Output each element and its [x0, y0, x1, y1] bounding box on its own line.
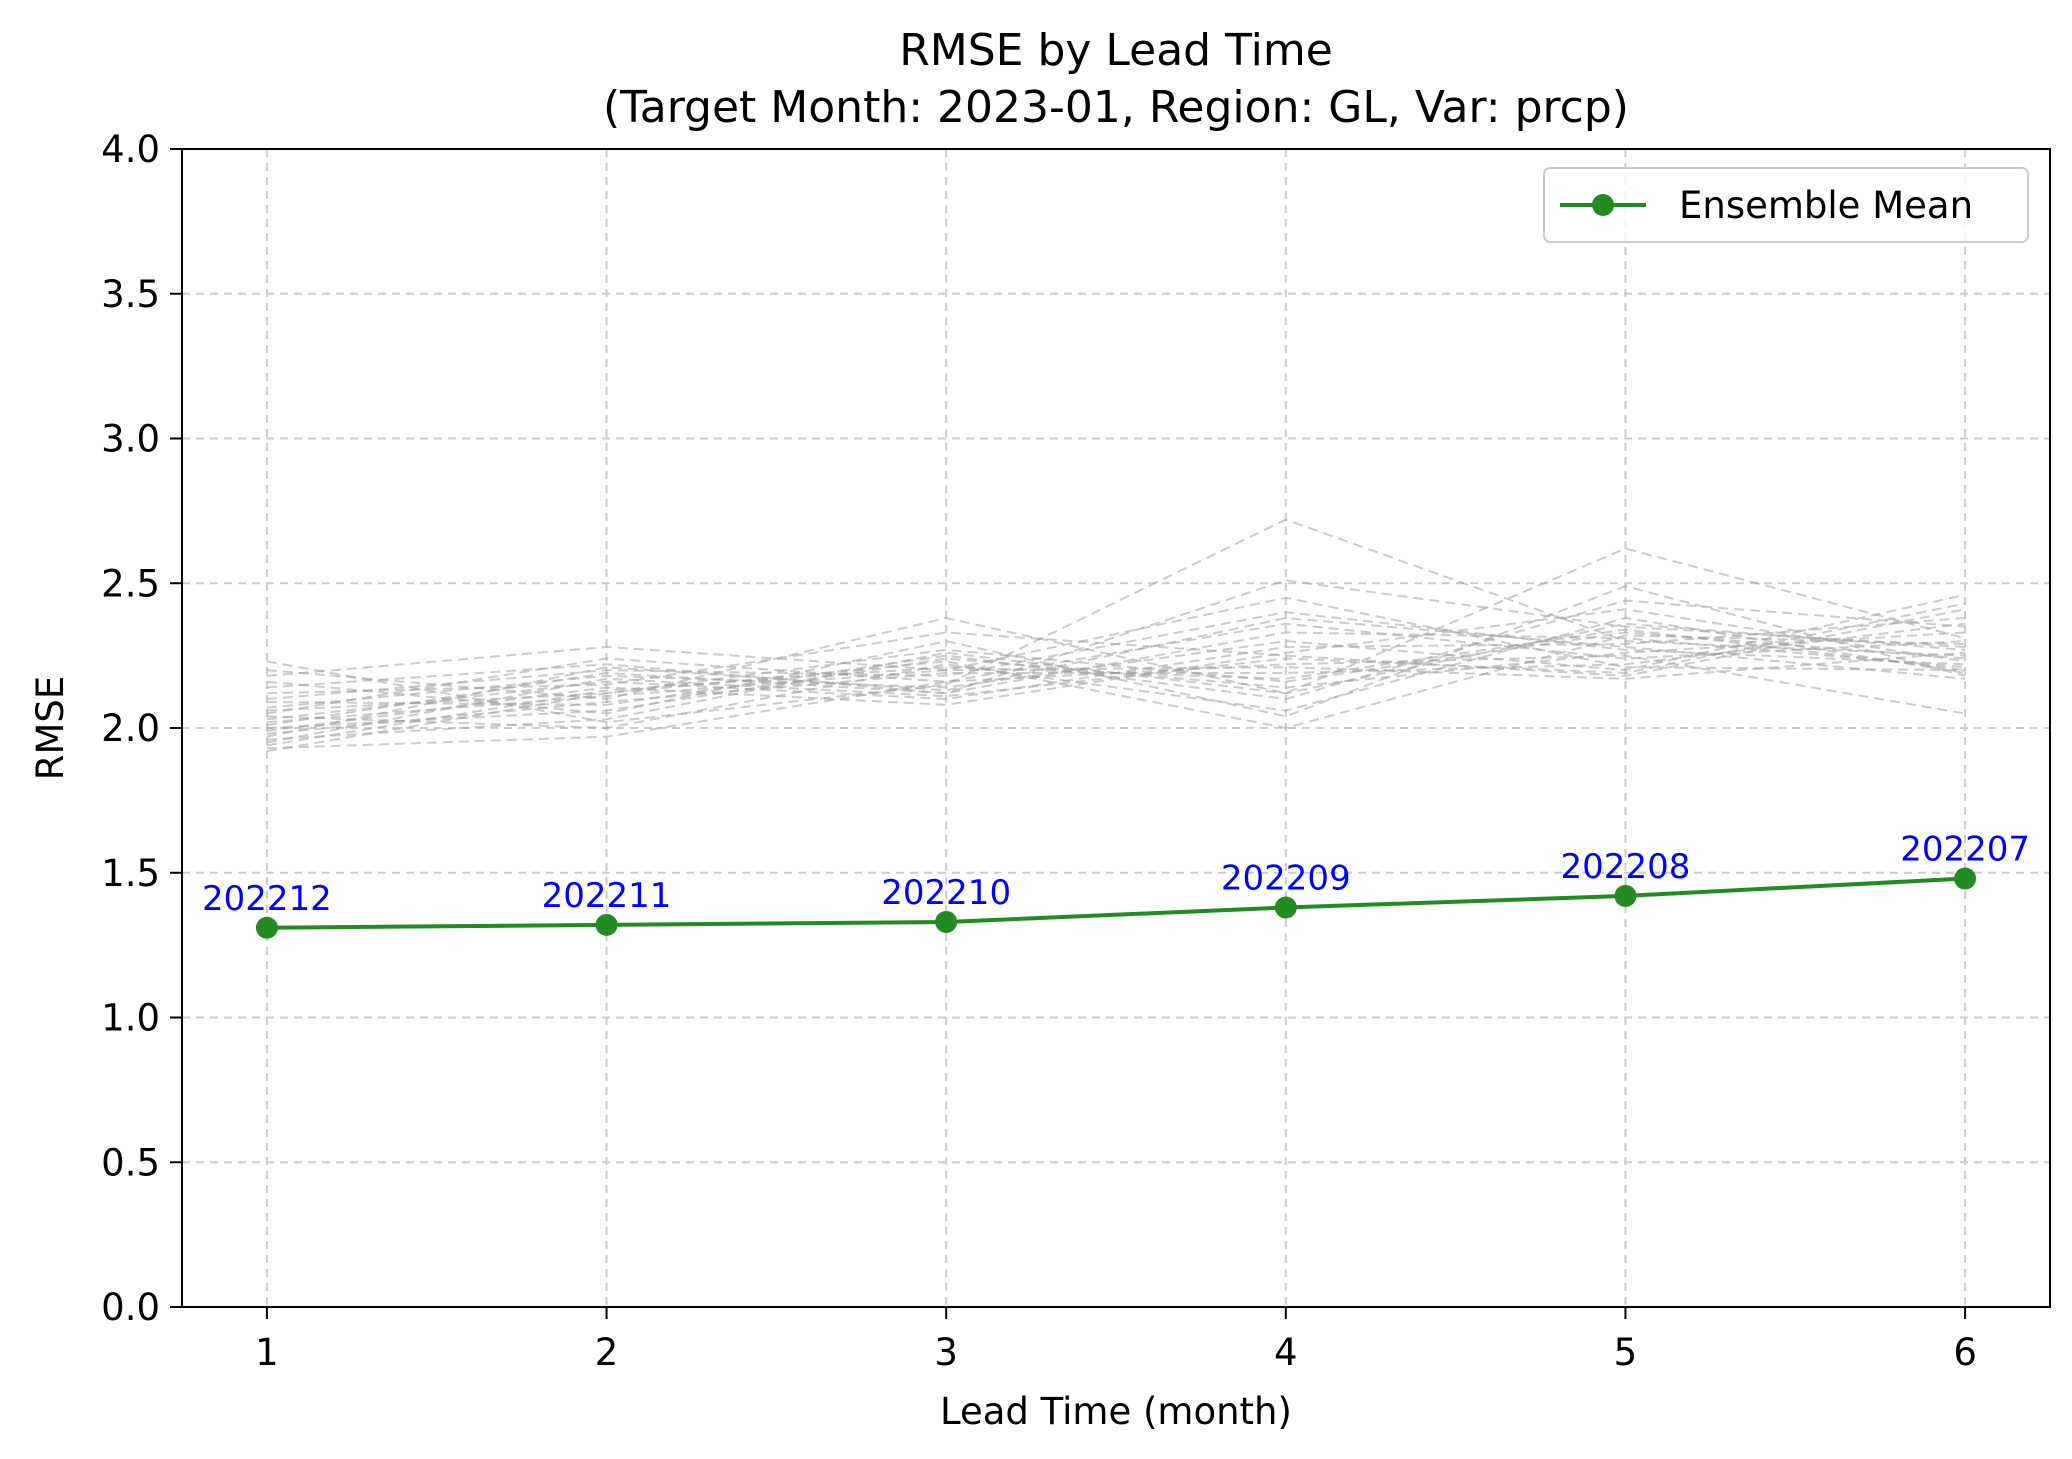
ensemble-member-line [266, 596, 1966, 677]
y-axis-label: RMSE [29, 676, 72, 781]
ensemble-member-line [266, 651, 1966, 724]
legend: Ensemble Mean [1543, 167, 2029, 243]
ensemble-member-line [266, 616, 1966, 738]
point-label: 202207 [1900, 830, 2030, 870]
y-tick-label: 0.5 [101, 1141, 160, 1184]
x-axis-label: Lead Time (month) [940, 1390, 1292, 1433]
ensemble-mean-point [255, 916, 278, 939]
y-tick-label: 4.0 [101, 128, 160, 171]
x-tick-label: 4 [1274, 1331, 1298, 1374]
x-tick-label: 2 [595, 1331, 619, 1374]
legend-marker-swatch [1592, 194, 1614, 216]
ensemble-member-line [266, 622, 1966, 715]
ensemble-member-line [266, 616, 1966, 730]
ensemble-member-lines [266, 518, 1966, 753]
ensemble-member-line [266, 654, 1966, 750]
chart-subtitle: (Target Month: 2023-01, Region: GL, Var:… [603, 82, 1629, 133]
ensemble-mean-point [1954, 867, 1977, 890]
ensemble-mean-point [595, 913, 618, 936]
ensemble-member-line [266, 608, 1966, 732]
y-tick-label: 2.0 [101, 707, 160, 750]
point-label: 202212 [202, 879, 332, 919]
ensemble-member-line [266, 631, 1966, 712]
x-tick-label: 6 [1953, 1331, 1977, 1374]
y-tick-label: 1.0 [101, 997, 160, 1040]
ensemble-member-line [266, 585, 1966, 718]
legend-box [1543, 167, 2029, 243]
y-tick-label: 1.5 [101, 852, 160, 895]
axis-ticks: 1 2 3 4 5 6 0.0 0.5 1.0 1.5 2.0 2.5 3.0 3.5 4.0 [101, 128, 1977, 1374]
chart-title: RMSE by Lead Time [899, 25, 1333, 76]
point-label: 202210 [881, 873, 1011, 913]
y-tick-label: 3.0 [101, 418, 160, 461]
legend-label-ensemble-mean: Ensemble Mean [1679, 184, 1973, 227]
point-label: 202208 [1561, 847, 1691, 887]
ensemble-mean-point [1614, 884, 1637, 907]
x-tick-label: 5 [1614, 1331, 1638, 1374]
y-tick-label: 3.5 [101, 273, 160, 316]
ensemble-member-line [266, 602, 1966, 744]
ensemble-member-line [266, 547, 1966, 701]
ensemble-member-line [266, 631, 1966, 727]
x-tick-label: 3 [934, 1331, 958, 1374]
ensemble-mean-line [266, 876, 1966, 930]
y-tick-label: 2.5 [101, 562, 160, 605]
point-label: 202211 [542, 876, 672, 916]
x-tick-label: 1 [255, 1331, 279, 1374]
y-tick-label: 0.0 [101, 1286, 160, 1329]
ensemble-member-line [266, 634, 1966, 753]
ensemble-member-line [266, 593, 1966, 709]
ensemble-mean-point [935, 910, 958, 933]
plot-frame [181, 148, 2051, 1308]
ensemble-mean-series: 202212 202211 202210 202209 202208 202207 [202, 830, 2030, 939]
point-label: 202209 [1221, 858, 1351, 898]
ensemble-mean-point [1274, 896, 1297, 919]
